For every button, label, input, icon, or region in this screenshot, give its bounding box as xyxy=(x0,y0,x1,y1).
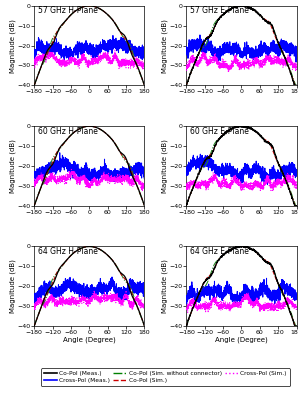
X-axis label: Angle (Degree): Angle (Degree) xyxy=(215,336,268,343)
Legend: Co-Pol (Meas.), Cross-Pol (Meas.), Co-Pol (Sim. without connector), Co-Pol (Sim.: Co-Pol (Meas.), Cross-Pol (Meas.), Co-Po… xyxy=(41,369,290,386)
Y-axis label: Magnitude (dB): Magnitude (dB) xyxy=(161,139,168,193)
Text: 60 GHz H-Plane: 60 GHz H-Plane xyxy=(38,127,97,136)
Text: 60 GHz E-Plane: 60 GHz E-Plane xyxy=(190,127,249,136)
Y-axis label: Magnitude (dB): Magnitude (dB) xyxy=(9,19,15,73)
Text: 64 GHz E-Plane: 64 GHz E-Plane xyxy=(190,247,249,256)
Y-axis label: Magnitude (dB): Magnitude (dB) xyxy=(9,259,15,313)
Y-axis label: Magnitude (dB): Magnitude (dB) xyxy=(161,259,168,313)
Y-axis label: Magnitude (dB): Magnitude (dB) xyxy=(161,19,168,73)
Text: 57 GHz E-Plane: 57 GHz E-Plane xyxy=(190,6,249,15)
X-axis label: Angle (Degree): Angle (Degree) xyxy=(63,336,116,343)
Text: 57 GHz H-Plane: 57 GHz H-Plane xyxy=(38,6,97,15)
Text: 64 GHz H-Plane: 64 GHz H-Plane xyxy=(38,247,97,256)
Y-axis label: Magnitude (dB): Magnitude (dB) xyxy=(9,139,15,193)
